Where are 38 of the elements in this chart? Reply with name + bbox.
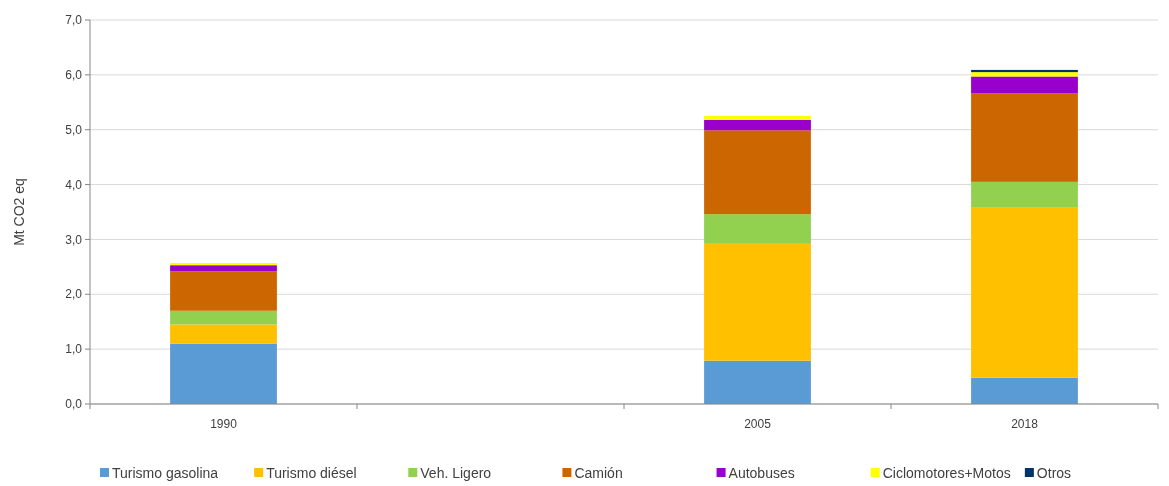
bar — [704, 243, 811, 361]
bar — [971, 76, 1078, 94]
legend-label: Turismo diésel — [266, 465, 357, 481]
bar — [704, 360, 811, 404]
y-tick-label: 2,0 — [65, 287, 83, 302]
bar — [170, 263, 277, 266]
y-tick-label: 0,0 — [65, 397, 83, 412]
bar — [170, 310, 277, 325]
y-tick-label: 1,0 — [65, 342, 83, 357]
y-axis-title: Mt CO2 eq — [11, 178, 27, 246]
bar — [971, 377, 1078, 404]
x-tick-label: 2005 — [744, 417, 772, 431]
legend-label: Autobuses — [728, 465, 795, 481]
y-tick-label: 5,0 — [65, 122, 83, 137]
legend-label: Camión — [574, 465, 623, 481]
bar — [971, 93, 1078, 182]
x-tick-label: 1990 — [210, 417, 238, 431]
bar — [971, 207, 1078, 378]
x-tick-label: 2018 — [1011, 417, 1039, 431]
legend-label: Veh. Ligero — [420, 465, 492, 481]
y-tick-label: 4,0 — [65, 177, 83, 192]
bar — [971, 72, 1078, 77]
y-tick-label: 6,0 — [65, 68, 83, 83]
legend-label: Ciclomotores+Motos — [882, 465, 1011, 481]
bar — [704, 116, 811, 120]
bar — [971, 181, 1078, 208]
legend-label: Turismo gasolina — [112, 465, 219, 481]
bar — [170, 343, 277, 404]
bar — [170, 324, 277, 344]
bar — [971, 69, 1078, 73]
bar — [704, 130, 811, 215]
y-tick-label: 3,0 — [65, 232, 83, 247]
bar — [704, 119, 811, 131]
bar — [704, 214, 811, 244]
bar — [170, 265, 277, 272]
legend-label: Otros — [1036, 465, 1072, 481]
y-tick-label: 7,0 — [65, 13, 83, 28]
bar — [170, 271, 277, 311]
